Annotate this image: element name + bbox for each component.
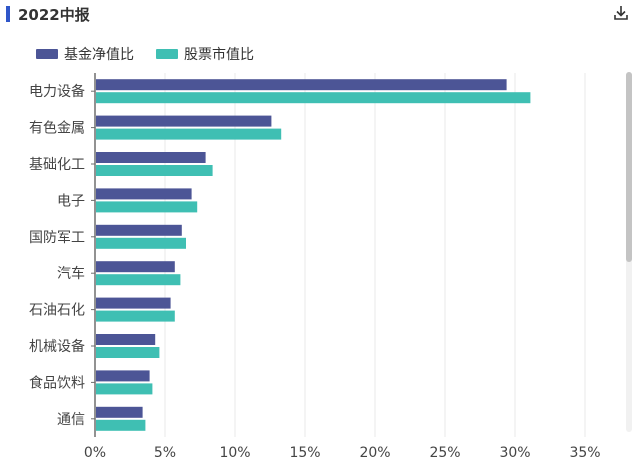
- x-tick-label: 25%: [429, 445, 460, 461]
- x-tick-label: 35%: [569, 445, 600, 461]
- title-accent-bar: [6, 6, 10, 22]
- category-label: 石油石化: [29, 303, 85, 319]
- bar-nav-ratio: [96, 115, 272, 127]
- chart-legend: 基金净值比 股票市值比: [36, 44, 276, 64]
- bar-nav-ratio: [96, 370, 150, 382]
- legend-label-nav: 基金净值比: [64, 47, 134, 63]
- bar-stock-ratio: [96, 347, 160, 358]
- category-label: 电力设备: [29, 83, 85, 100]
- bar-nav-ratio: [96, 224, 182, 236]
- bar-stock-ratio: [96, 128, 282, 140]
- bar-stock-ratio: [96, 92, 531, 104]
- bar-nav-ratio: [96, 152, 206, 163]
- chart-scrollbar[interactable]: [626, 72, 632, 432]
- bar-stock-ratio: [96, 419, 146, 431]
- bar-nav-ratio: [96, 406, 143, 418]
- category-label: 基础化工: [29, 156, 85, 173]
- x-tick-label: 5%: [154, 445, 176, 461]
- bar-stock-ratio: [96, 201, 198, 213]
- x-tick-label: 30%: [499, 445, 530, 461]
- scrollbar-thumb[interactable]: [626, 72, 632, 262]
- legend-swatch-stock: [156, 49, 178, 59]
- category-label: 国防军工: [29, 230, 85, 246]
- x-tick-label: 15%: [289, 445, 320, 461]
- legend-swatch-nav: [36, 49, 58, 59]
- category-label: 机械设备: [29, 338, 85, 355]
- x-tick-label: 20%: [359, 445, 390, 461]
- category-label: 通信: [57, 412, 85, 428]
- bar-nav-ratio: [96, 261, 175, 273]
- bar-nav-ratio: [96, 334, 156, 345]
- chart-header: 2022中报: [0, 3, 90, 25]
- bar-chart: 0% 5% 10% 15% 20% 25% 30% 35% 电力设备有色金属基础化工电子国防军工…: [29, 73, 601, 461]
- x-tick-label: 0%: [84, 445, 106, 461]
- bar-stock-ratio: [96, 237, 186, 249]
- bar-nav-ratio: [96, 79, 507, 91]
- bar-stock-ratio: [96, 383, 153, 395]
- legend-label-stock: 股票市值比: [184, 47, 254, 63]
- legend-item-stock[interactable]: 股票市值比: [156, 44, 254, 64]
- bar-nav-ratio: [96, 188, 192, 200]
- category-label: 有色金属: [29, 120, 85, 137]
- category-label: 食品饮料: [29, 374, 85, 391]
- page-title: 2022中报: [18, 5, 90, 24]
- category-label: 电子: [57, 193, 85, 209]
- bar-stock-ratio: [96, 274, 181, 286]
- bar-stock-ratio: [96, 310, 175, 322]
- bar-stock-ratio: [96, 165, 213, 176]
- download-icon[interactable]: [612, 4, 630, 22]
- bar-nav-ratio: [96, 297, 171, 309]
- category-label: 汽车: [57, 265, 85, 282]
- x-tick-label: 10%: [219, 445, 250, 461]
- legend-item-nav[interactable]: 基金净值比: [36, 44, 134, 64]
